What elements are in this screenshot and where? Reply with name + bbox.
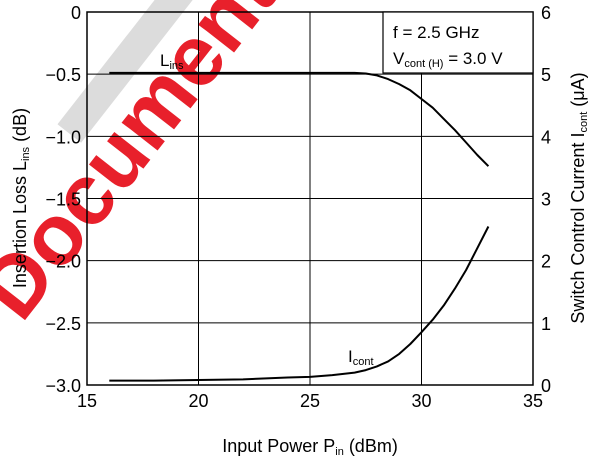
- y-left-axis-label-tail: (dB): [10, 108, 30, 147]
- x-tick-label: 35: [523, 391, 543, 411]
- series-label-lins-main: L: [160, 51, 169, 70]
- y-right-axis-label-tail: (μA): [568, 72, 588, 111]
- series-label-icont: Icont: [348, 347, 374, 368]
- y-right-axis-label: Switch Control Current Icont (μA): [568, 72, 590, 323]
- y-left-axis-label-sub: ins: [20, 146, 32, 161]
- y-right-axis-label-main: Switch Control Current I: [568, 133, 588, 324]
- tick-labels: 15 20 25 30 350−0.5−1.0−1.5−2.0−2.5−3.0 01234…: [45, 3, 551, 411]
- conditions-box: f = 2.5 GHz Vcont (H) = 3.0 V: [382, 11, 534, 74]
- y-left-tick-label: −0.5: [45, 65, 81, 85]
- curves: [109, 71, 490, 382]
- y-left-tick-label: −2.5: [45, 314, 81, 334]
- x-axis-label: Input Power Pin (dBm): [222, 436, 398, 458]
- watermark-text: Document: [0, 0, 295, 336]
- y-left-axis-label-main: Insertion Loss L: [10, 161, 30, 288]
- grid: [87, 12, 533, 385]
- series-label-icont-main: I: [348, 347, 353, 366]
- x-axis-label-sub: in: [335, 446, 344, 458]
- y-right-tick-label: 0: [541, 376, 551, 396]
- y-left-tick-label: −3.0: [45, 376, 81, 396]
- series-line-insertion-loss: [109, 71, 490, 167]
- condition-voltage-sub: cont (H): [404, 58, 443, 70]
- y-right-tick-label: 1: [541, 314, 551, 334]
- y-right-tick-label: 3: [541, 190, 551, 210]
- x-tick-label: 25: [300, 391, 320, 411]
- y-left-tick-label: −2.0: [45, 252, 81, 272]
- y-left-tick-label: −1.5: [45, 190, 81, 210]
- condition-voltage-tail: = 3.0 V: [443, 49, 503, 68]
- condition-voltage: Vcont (H) = 3.0 V: [393, 49, 503, 70]
- x-axis-label-tail: (dBm): [344, 436, 398, 456]
- watermark: Document: [0, 0, 295, 336]
- watermark-band: [57, 0, 242, 143]
- x-axis-label-main: Input Power P: [222, 436, 335, 456]
- x-tick-label: 20: [188, 391, 208, 411]
- y-right-tick-label: 4: [541, 127, 551, 147]
- y-right-tick-label: 6: [541, 3, 551, 23]
- y-right-axis-label-sub: cont: [578, 112, 590, 133]
- y-left-tick-label: 0: [71, 3, 81, 23]
- y-left-tick-label: −1.0: [45, 127, 81, 147]
- y-right-tick-label: 2: [541, 252, 551, 272]
- plot-frame: [86, 11, 534, 386]
- series-line-control-current: [109, 226, 490, 382]
- y-right-tick-label: 5: [541, 65, 551, 85]
- series-label-lins-sub: ins: [169, 60, 184, 72]
- condition-frequency: f = 2.5 GHz: [393, 23, 479, 42]
- series-label-icont-sub: cont: [353, 356, 374, 368]
- x-tick-label: 30: [411, 391, 431, 411]
- conditions-frame: [382, 11, 534, 74]
- series-label-lins: Lins: [160, 51, 184, 72]
- condition-voltage-main: V: [393, 49, 405, 68]
- y-left-axis-label: Insertion Loss Lins (dB): [10, 108, 32, 288]
- x-tick-label: 15: [77, 391, 97, 411]
